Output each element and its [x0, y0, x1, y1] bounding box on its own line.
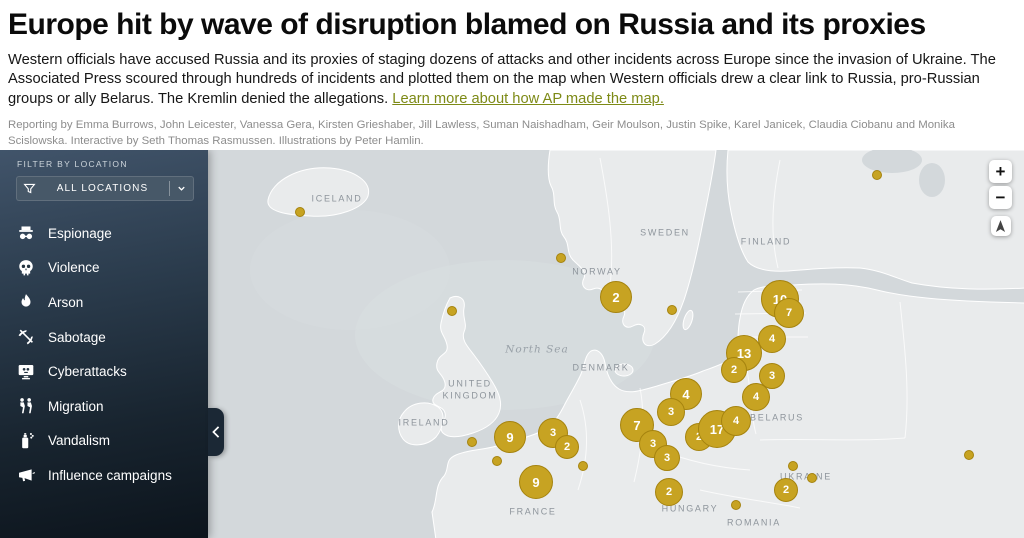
cluster-marker[interactable]: 7	[774, 298, 804, 328]
chevron-left-icon	[211, 426, 221, 438]
category-influence-campaigns[interactable]: Influence campaigns	[16, 458, 208, 493]
map-country-label: BELARUS	[750, 412, 804, 423]
zoom-out-button[interactable]: −	[989, 186, 1012, 209]
recenter-button[interactable]	[990, 216, 1011, 236]
zoom-in-button[interactable]: +	[989, 160, 1012, 183]
north-arrow-icon	[995, 219, 1006, 233]
cluster-marker[interactable]: 2	[721, 357, 747, 383]
category-vandalism[interactable]: Vandalism	[16, 424, 208, 459]
category-migration[interactable]: Migration	[16, 389, 208, 424]
category-label: Vandalism	[48, 433, 111, 449]
map-country-label: DENMARK	[572, 362, 630, 373]
incident-dot[interactable]	[731, 500, 741, 510]
cluster-marker[interactable]: 2	[774, 478, 798, 502]
intro-text: Western officials have accused Russia an…	[8, 52, 996, 107]
incident-dot[interactable]	[667, 305, 677, 315]
map-country-label: UKRAINE	[780, 471, 832, 482]
spray-can-icon	[16, 431, 35, 450]
incident-dot[interactable]	[807, 473, 817, 483]
incident-dot[interactable]	[788, 461, 798, 471]
cluster-marker[interactable]: 3	[654, 445, 680, 471]
skull-icon	[16, 258, 35, 277]
incident-dot[interactable]	[467, 437, 477, 447]
cluster-marker[interactable]: 3	[759, 363, 785, 389]
category-list: Espionage Violence Arson Sabotage Cyberattac…	[16, 216, 208, 493]
map-country-label: KINGDOM	[442, 390, 498, 401]
megaphone-icon	[16, 466, 35, 485]
white-sea-inlet	[862, 150, 922, 173]
category-label: Cyberattacks	[48, 364, 127, 380]
landmass-great-britain	[432, 295, 502, 438]
map-country-label: HUNGARY	[661, 503, 719, 514]
cluster-marker[interactable]: 9	[519, 465, 553, 499]
map-country-label: IRELAND	[398, 417, 450, 428]
location-dropdown[interactable]: ALL LOCATIONS	[16, 176, 194, 201]
map-country-label: FRANCE	[509, 506, 557, 517]
map-sea-label: North Sea	[505, 343, 569, 356]
sidebar-collapse-button[interactable]	[208, 408, 224, 456]
cluster-marker[interactable]: 2	[555, 435, 579, 459]
category-arson[interactable]: Arson	[16, 285, 208, 320]
map-country-label: SWEDEN	[640, 227, 690, 238]
cluster-marker[interactable]: 2	[655, 478, 683, 506]
map-label-layer: ICELAND NORWAY SWEDEN FINLAND DENMARK UNITED K…	[0, 150, 1024, 538]
spy-icon	[16, 224, 35, 243]
map-region: ICELAND NORWAY SWEDEN FINLAND DENMARK UNITED K…	[0, 150, 1024, 538]
category-label: Migration	[48, 398, 104, 414]
map-country-label: UNITED	[448, 378, 492, 389]
category-label: Influence campaigns	[48, 467, 172, 483]
cluster-marker[interactable]: 4	[721, 406, 751, 436]
filter-funnel-icon	[23, 182, 36, 195]
incident-dot[interactable]	[447, 306, 457, 316]
flame-icon	[16, 293, 35, 312]
filter-by-location-label: FILTER BY LOCATION	[17, 159, 128, 169]
category-sabotage[interactable]: Sabotage	[16, 320, 208, 355]
map-country-label: FINLAND	[740, 236, 792, 247]
white-sea-inlet	[919, 163, 945, 197]
island-zealand	[614, 363, 634, 377]
incident-dot[interactable]	[295, 207, 305, 217]
category-label: Espionage	[48, 225, 112, 241]
cluster-marker[interactable]: 2	[600, 281, 632, 313]
cluster-marker[interactable]: 9	[494, 421, 526, 453]
map-country-label: ICELAND	[311, 193, 363, 204]
landmass-finland-russia	[726, 150, 1024, 290]
migration-icon	[16, 397, 35, 416]
incident-dot[interactable]	[492, 456, 502, 466]
category-label: Arson	[48, 294, 84, 310]
landmass-ireland	[398, 402, 444, 446]
category-label: Violence	[48, 260, 100, 276]
cluster-marker[interactable]: 3	[657, 398, 685, 426]
map-marker-layer: 2107413234437332174293292	[0, 150, 1024, 538]
methodology-link[interactable]: Learn more about how AP made the map.	[392, 90, 664, 107]
category-espionage[interactable]: Espionage	[16, 216, 208, 251]
article-header: Europe hit by wave of disruption blamed …	[0, 0, 1024, 150]
zoom-controls: + −	[989, 160, 1012, 236]
cluster-marker[interactable]: 4	[742, 383, 770, 411]
cyber-skull-icon	[16, 362, 35, 381]
location-dropdown-value: ALL LOCATIONS	[56, 183, 149, 194]
map-country-label: ROMANIA	[727, 517, 781, 528]
category-label: Sabotage	[48, 329, 106, 345]
credits-text: Reporting by Emma Burrows, John Leiceste…	[8, 119, 955, 147]
chevron-down-icon	[176, 183, 187, 194]
island-gotland	[682, 309, 694, 331]
category-cyberattacks[interactable]: Cyberattacks	[16, 354, 208, 389]
incident-dot[interactable]	[578, 461, 588, 471]
cluster-marker[interactable]: 4	[758, 325, 786, 353]
article-title: Europe hit by wave of disruption blamed …	[8, 8, 926, 41]
filter-sidebar: FILTER BY LOCATION ALL LOCATIONS Espiona…	[0, 150, 208, 538]
incident-dot[interactable]	[556, 253, 566, 263]
category-violence[interactable]: Violence	[16, 251, 208, 286]
intro-paragraph: Western officials have accused Russia an…	[8, 51, 1014, 109]
dropdown-divider	[169, 181, 170, 196]
incident-dot[interactable]	[872, 170, 882, 180]
pickaxe-icon	[16, 328, 35, 347]
incident-dot[interactable]	[964, 450, 974, 460]
map-country-label: NORWAY	[572, 266, 622, 277]
